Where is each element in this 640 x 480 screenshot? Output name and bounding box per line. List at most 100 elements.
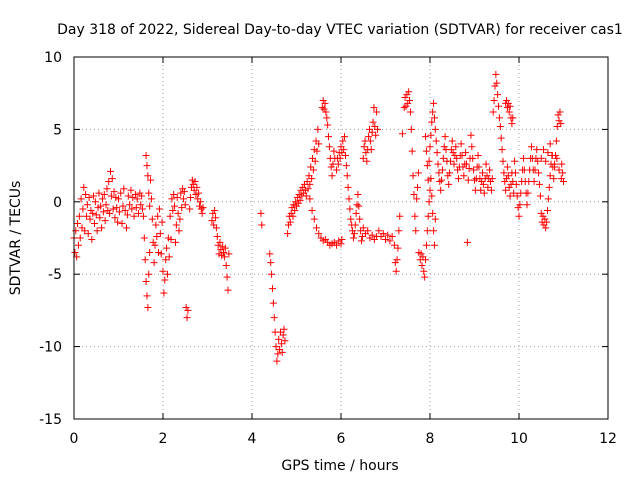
data-point-plus: [313, 224, 321, 232]
data-point-plus: [146, 248, 154, 256]
data-point-plus: [77, 195, 85, 203]
data-point-plus: [136, 189, 144, 197]
data-point-plus: [183, 314, 191, 322]
data-point-plus: [318, 104, 326, 112]
data-point-plus: [548, 151, 556, 159]
data-point-plus: [533, 146, 541, 154]
data-point-plus: [180, 188, 188, 196]
data-point-plus: [165, 253, 173, 261]
data-point-plus: [379, 230, 387, 238]
data-point-plus: [386, 237, 394, 245]
data-point-plus: [475, 163, 483, 171]
data-point-plus: [135, 209, 143, 217]
data-point-plus: [463, 238, 471, 246]
data-point-plus: [104, 206, 112, 214]
data-point-plus: [362, 149, 370, 157]
data-point-plus: [139, 205, 147, 213]
data-point-plus: [74, 241, 82, 249]
data-point-plus: [154, 212, 162, 220]
data-point-plus: [405, 88, 413, 96]
data-point-plus: [401, 94, 409, 102]
data-point-plus: [510, 189, 518, 197]
data-point-plus: [354, 191, 362, 199]
data-point-plus: [199, 204, 207, 212]
data-point-plus: [351, 221, 359, 229]
data-point-plus: [439, 154, 447, 162]
data-point-plus: [460, 172, 468, 180]
data-points: [70, 70, 567, 365]
data-point-plus: [99, 208, 107, 216]
data-point-plus: [512, 180, 520, 188]
data-point-plus: [426, 186, 434, 194]
data-point-plus: [360, 143, 368, 151]
data-point-plus: [167, 235, 175, 243]
data-point-plus: [430, 227, 438, 235]
data-point-plus: [333, 241, 341, 249]
data-point-plus: [432, 137, 440, 145]
data-point-plus: [170, 191, 178, 199]
data-point-plus: [410, 191, 418, 199]
data-point-plus: [509, 178, 517, 186]
data-point-plus: [539, 146, 547, 154]
data-point-plus: [452, 143, 460, 151]
data-point-plus: [315, 230, 323, 238]
data-point-plus: [450, 160, 458, 168]
data-point-plus: [151, 241, 159, 249]
chart-title: Day 318 of 2022, Sidereal Day-to-day VTE…: [57, 22, 623, 38]
data-point-plus: [336, 154, 344, 162]
data-point-plus: [322, 108, 330, 116]
data-point-plus: [142, 151, 150, 159]
data-point-plus: [428, 192, 436, 200]
data-point-plus: [462, 149, 470, 157]
data-point-plus: [537, 209, 545, 217]
data-point-plus: [557, 175, 565, 183]
data-point-plus: [101, 217, 109, 225]
data-point-plus: [505, 183, 513, 191]
data-point-plus: [342, 162, 350, 170]
data-point-plus: [490, 96, 498, 104]
data-point-plus: [83, 201, 91, 209]
data-point-plus: [459, 163, 467, 171]
data-point-plus: [511, 157, 519, 165]
data-point-plus: [368, 231, 376, 239]
data-point-plus: [382, 235, 389, 243]
data-point-plus: [139, 212, 147, 220]
data-point-plus: [441, 133, 449, 141]
data-point-plus: [106, 209, 114, 217]
data-point-plus: [349, 227, 357, 235]
data-point-plus: [500, 169, 508, 177]
data-point-plus: [504, 172, 512, 180]
data-point-plus: [373, 125, 381, 133]
data-point-plus: [480, 189, 488, 197]
data-point-plus: [186, 205, 194, 213]
data-point-plus: [438, 166, 446, 174]
data-point-plus: [444, 172, 452, 180]
data-point-plus: [320, 105, 328, 113]
data-point-plus: [91, 198, 99, 206]
data-point-plus: [498, 146, 506, 154]
data-point-plus: [344, 183, 352, 191]
data-point-plus: [321, 99, 329, 107]
data-point-plus: [302, 192, 310, 200]
data-point-plus: [142, 277, 150, 285]
data-point-plus: [144, 172, 152, 180]
data-point-plus: [131, 191, 139, 199]
data-point-plus: [446, 169, 454, 177]
data-point-plus: [425, 157, 433, 165]
data-point-plus: [535, 180, 543, 188]
data-point-plus: [143, 292, 151, 300]
data-point-plus: [422, 147, 430, 155]
data-point-plus: [198, 209, 206, 217]
y-tick-label: 10: [44, 50, 62, 66]
data-point-plus: [267, 259, 275, 267]
data-point-plus: [403, 91, 411, 99]
data-point-plus: [257, 209, 265, 217]
data-point-plus: [427, 131, 435, 139]
data-point-plus: [553, 154, 561, 162]
data-point-plus: [424, 176, 432, 184]
data-point-plus: [208, 217, 216, 225]
data-point-plus: [108, 175, 116, 183]
data-point-plus: [310, 215, 318, 223]
data-point-plus: [195, 189, 203, 197]
